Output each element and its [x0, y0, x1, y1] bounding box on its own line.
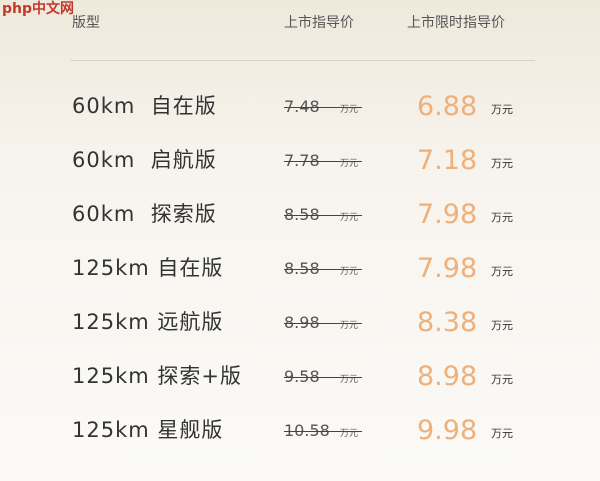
promo-price: 7.98: [417, 199, 478, 230]
header-cell: 上市指导价: [284, 15, 354, 31]
promo-price-unit: 万元: [491, 103, 513, 116]
list-price: 9.58: [284, 367, 320, 386]
promo-price-unit: 万元: [491, 211, 513, 224]
list-price: 10.58: [284, 421, 330, 440]
header-cell: 上市限时指导价: [407, 15, 505, 31]
watermark: php中文网: [2, 1, 75, 17]
promo-price: 6.88: [417, 91, 478, 122]
header-cell: 版型: [72, 15, 100, 31]
divider: [70, 60, 535, 61]
model-name: 125km 星舰版: [72, 418, 224, 442]
promo-price-unit: 万元: [491, 319, 513, 332]
model-name: 125km 远航版: [72, 310, 224, 334]
model-name: 60km 自在版: [72, 94, 217, 118]
strikethrough: [284, 323, 362, 324]
list-price: 8.58: [284, 259, 320, 278]
strikethrough: [284, 215, 362, 216]
list-price-unit: 万元: [340, 159, 359, 169]
promo-price-unit: 万元: [491, 265, 513, 278]
strikethrough: [284, 431, 362, 432]
list-price: 7.48: [284, 97, 320, 116]
model-name: 125km 自在版: [72, 256, 224, 280]
promo-price: 8.98: [417, 361, 478, 392]
promo-price-unit: 万元: [491, 427, 513, 440]
list-price-unit: 万元: [340, 267, 359, 277]
promo-price: 9.98: [417, 415, 478, 446]
model-name: 60km 探索版: [72, 202, 217, 226]
strikethrough: [284, 377, 362, 378]
list-price-unit: 万元: [340, 105, 359, 115]
strikethrough: [284, 161, 362, 162]
model-name: 60km 启航版: [72, 148, 217, 172]
model-name: 125km 探索+版: [72, 364, 242, 388]
promo-price: 7.98: [417, 253, 478, 284]
promo-price: 7.18: [417, 145, 478, 176]
strikethrough: [284, 107, 362, 108]
promo-price-unit: 万元: [491, 157, 513, 170]
list-price-unit: 万元: [340, 213, 359, 223]
list-price-unit: 万元: [340, 321, 359, 331]
promo-price-unit: 万元: [491, 373, 513, 386]
list-price: 7.78: [284, 151, 320, 170]
list-price: 8.98: [284, 313, 320, 332]
list-price-unit: 万元: [340, 375, 359, 385]
strikethrough: [284, 269, 362, 270]
list-price: 8.58: [284, 205, 320, 224]
promo-price: 8.38: [417, 307, 478, 338]
list-price-unit: 万元: [340, 429, 359, 439]
